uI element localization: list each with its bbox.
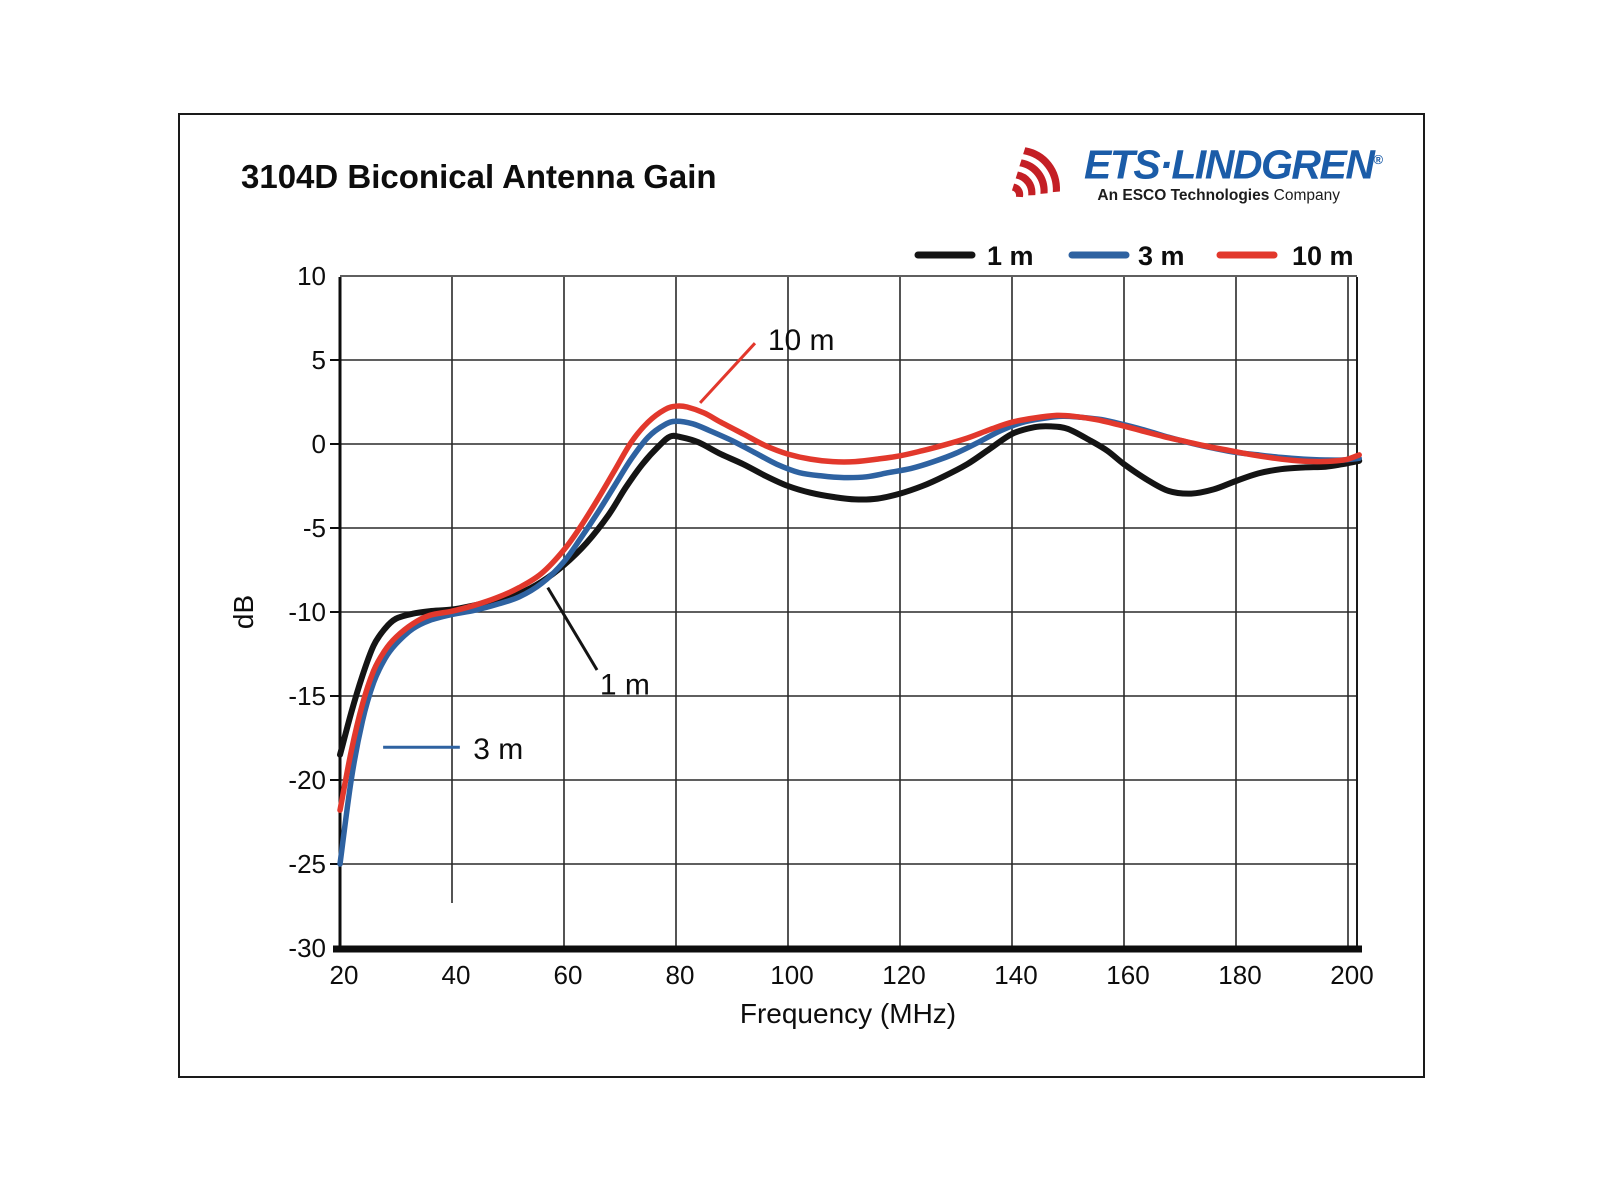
y-tick-label: -30 <box>288 933 326 963</box>
x-tick-label: 60 <box>554 960 583 990</box>
page-title: 3104D Biconical Antenna Gain <box>241 158 717 195</box>
y-tick-label: -25 <box>288 849 326 879</box>
annotation-line-10m <box>698 342 757 404</box>
x-tick-label: 100 <box>770 960 813 990</box>
x-tick-label: 160 <box>1106 960 1149 990</box>
y-tick-label: 5 <box>312 345 326 375</box>
document-border-frame <box>178 113 1425 1078</box>
x-tick-label: 180 <box>1218 960 1261 990</box>
x-tick-label: 120 <box>882 960 925 990</box>
legend-label-10m: 10 m <box>1292 241 1354 271</box>
annotation-line-1m <box>546 586 599 671</box>
legend-label-3m: 3 m <box>1138 241 1185 271</box>
y-axis-label: dB <box>228 595 259 629</box>
y-tick-label: -20 <box>288 765 326 795</box>
legend: 1 m 3 m 10 m <box>914 241 1354 271</box>
brand-name: ETS·LINDGREN <box>1084 141 1375 188</box>
y-tick-label: 0 <box>312 429 326 459</box>
tagline-bold: An ESCO Technologies <box>1097 186 1270 204</box>
x-tick-label: 20 <box>330 960 359 990</box>
x-tick-label: 140 <box>994 960 1037 990</box>
radio-waves-icon <box>1011 147 1060 198</box>
tagline-regular: Company <box>1269 186 1340 204</box>
x-tick-label: 200 <box>1330 960 1373 990</box>
logo-tagline: An ESCO Technologies Company <box>1084 187 1340 205</box>
axis-labels: Frequency (MHz) dB <box>228 595 956 1029</box>
brand-text: ETS·LINDGREN® <box>1084 138 1383 187</box>
grid <box>340 275 1357 948</box>
curve-10m <box>337 403 1362 813</box>
x-axis-label: Frequency (MHz) <box>740 998 956 1029</box>
annotation-label-3m: 3 m <box>473 733 523 766</box>
legend-label-1m: 1 m <box>987 241 1034 271</box>
registered-mark: ® <box>1373 152 1384 167</box>
annotation-label-1m: 1 m <box>600 668 650 701</box>
x-tick-label: 80 <box>666 960 695 990</box>
y-tick-label: 10 <box>297 261 326 291</box>
annotations: 10 m 1 m 3 m <box>383 324 835 766</box>
brand-logo: ETS·LINDGREN® An ESCO Technologies Compa… <box>1000 138 1383 210</box>
y-tick-label: -10 <box>288 597 326 627</box>
y-tick-label: -5 <box>303 513 326 543</box>
annotation-label-10m: 10 m <box>768 324 835 357</box>
curve-3m <box>337 413 1362 867</box>
logo-text-column: ETS·LINDGREN® An ESCO Technologies Compa… <box>1084 138 1383 205</box>
x-tick-label: 40 <box>442 960 471 990</box>
y-tick-label: -15 <box>288 681 326 711</box>
curves <box>337 403 1363 867</box>
